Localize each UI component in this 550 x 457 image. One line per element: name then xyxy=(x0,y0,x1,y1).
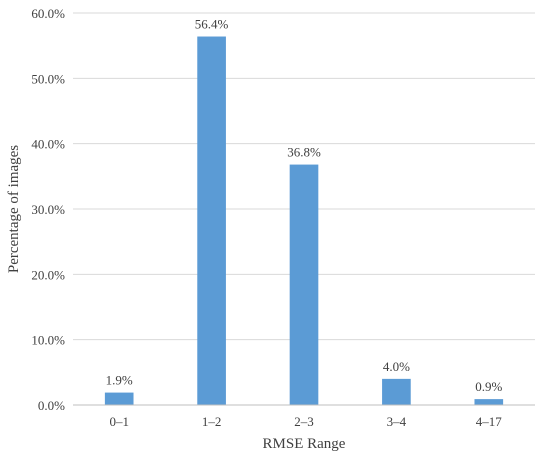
data-label: 4.0% xyxy=(383,359,410,374)
data-label: 36.8% xyxy=(287,145,321,160)
x-tick-label: 3–4 xyxy=(387,414,407,429)
bar xyxy=(197,36,226,406)
data-label: 1.9% xyxy=(106,373,133,388)
y-tick-labels: 0.0% 10.0% 20.0% 30.0% 40.0% 50.0% 60.0% xyxy=(31,6,65,413)
data-label: 0.9% xyxy=(475,379,502,394)
x-tick-label: 2–3 xyxy=(294,414,314,429)
x-tick-label: 4–17 xyxy=(476,414,503,429)
bar xyxy=(382,378,411,405)
x-tick-labels: 0–1 1–2 2–3 3–4 4–17 xyxy=(109,414,502,429)
x-tick-label: 1–2 xyxy=(202,414,222,429)
data-labels: 1.9% 56.4% 36.8% 4.0% 0.9% xyxy=(106,17,503,395)
x-axis-title: RMSE Range xyxy=(263,436,346,452)
y-tick-label: 10.0% xyxy=(31,333,65,348)
data-label: 56.4% xyxy=(195,17,229,32)
y-axis-title: Percentage of images xyxy=(6,145,22,273)
y-tick-label: 60.0% xyxy=(31,6,65,21)
bar xyxy=(104,392,134,405)
y-tick-label: 40.0% xyxy=(31,137,65,152)
y-tick-label: 20.0% xyxy=(31,267,65,282)
bar xyxy=(474,399,504,405)
y-tick-label: 50.0% xyxy=(31,71,65,86)
bars xyxy=(104,36,504,406)
y-tick-label: 0.0% xyxy=(38,398,65,413)
x-tick-label: 0–1 xyxy=(109,414,129,429)
y-tick-label: 30.0% xyxy=(31,202,65,217)
bar xyxy=(289,164,319,405)
